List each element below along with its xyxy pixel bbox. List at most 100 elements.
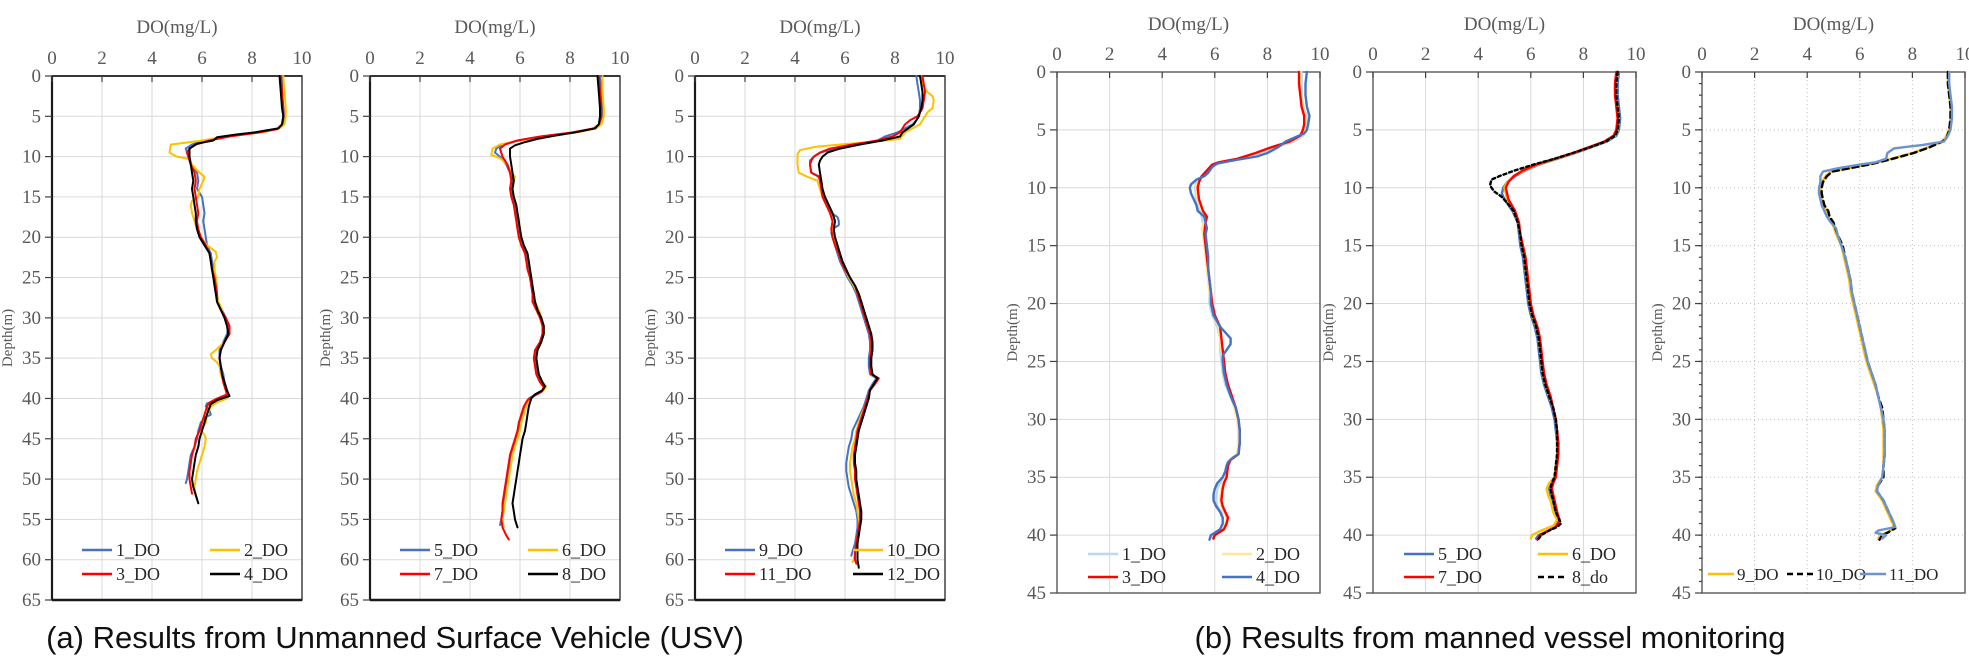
chart-vessel-profile-1: 0 2 4 6 8 10 0 5 10 15 20 25 30 35 40 45 DO(mg/L) Depth(m… — [1005, 14, 1330, 604]
chart-text: 4 — [147, 48, 157, 69]
series-line-5_DO — [494, 75, 604, 526]
legend-label-1_DO: 1_DO — [116, 540, 160, 560]
legend-label-1_DO: 1_DO — [1122, 544, 1166, 564]
tick-marks — [363, 75, 621, 601]
chart-text: 60 — [22, 550, 41, 571]
chart-text: 45 — [1027, 583, 1046, 604]
chart-text: 5 — [32, 106, 42, 127]
chart-text: 15 — [340, 187, 359, 208]
chart-text: 30 — [1672, 409, 1691, 430]
series-lines — [796, 75, 935, 569]
chart-text: 10 — [340, 147, 359, 168]
chart-text: 4 — [790, 48, 800, 69]
series-lines — [1488, 70, 1622, 541]
chart-text: 35 — [22, 348, 41, 369]
series-line-2_DO — [168, 75, 287, 501]
chart-text: 35 — [1672, 467, 1691, 488]
x-axis-title: DO(mg/L) — [779, 17, 860, 38]
tick-marks — [45, 75, 303, 601]
x-axis-title: DO(mg/L) — [1148, 14, 1229, 35]
legend-label-7_DO: 7_DO — [434, 564, 478, 584]
legend: 9_DO 10_DO 11_DO — [1708, 565, 1938, 584]
chart-text: 40 — [22, 388, 41, 409]
chart-text: 8 — [565, 48, 575, 69]
legend-label-11_DO: 11_DO — [1889, 565, 1938, 584]
legend-label-8_DO: 8_DO — [562, 564, 606, 584]
chart-text: 30 — [22, 308, 41, 329]
chart-text: 0 — [1368, 44, 1378, 65]
series-line-1_DO — [184, 75, 286, 485]
y-axis-title: Depth(m) — [0, 309, 16, 367]
series-lines — [1817, 70, 1954, 541]
chart-text: 45 — [1672, 583, 1691, 604]
chart-text: 8 — [1908, 44, 1918, 65]
legend-label-2_DO: 2_DO — [244, 540, 288, 560]
chart-text: 10 — [1027, 178, 1046, 199]
legend-label-4_DO: 4_DO — [1256, 567, 1300, 587]
chart-text: 60 — [340, 550, 359, 571]
series-line-4_DO — [1188, 70, 1311, 541]
series-line-11_DO — [1817, 70, 1954, 540]
chart-text: 0 — [365, 48, 375, 69]
chart-text: 40 — [1027, 525, 1046, 546]
chart-text: 4 — [1473, 44, 1483, 65]
legend: 5_DO 6_DO 7_DO 8_do — [1404, 544, 1616, 587]
chart-text: 6 — [840, 48, 850, 69]
axes — [1372, 71, 1637, 594]
chart-text: 25 — [665, 268, 684, 289]
chart-text: 65 — [22, 590, 41, 611]
y-axis-title: Depth(m) — [1650, 303, 1666, 361]
chart-text: 4 — [1157, 44, 1167, 65]
chart-text: 50 — [340, 469, 359, 490]
legend-label-8_do: 8_do — [1572, 567, 1608, 587]
chart-text: 45 — [340, 429, 359, 450]
chart-text: 55 — [665, 509, 684, 530]
y-axis-title: Depth(m) — [1005, 303, 1021, 361]
chart-usv-profile-1: 0 2 4 6 8 10 0 5 10 15 20 25 30 35 40 45 50 55 60 65 DO(mg/L… — [0, 17, 312, 611]
chart-text: 40 — [1672, 525, 1691, 546]
chart-text: 35 — [1027, 467, 1046, 488]
axes — [1056, 71, 1321, 594]
chart-text: 10 — [611, 48, 630, 69]
legend-label-9_DO: 9_DO — [759, 540, 803, 560]
chart-text: 15 — [1343, 236, 1362, 257]
chart-text: 20 — [22, 227, 41, 248]
chart-text: 5 — [350, 106, 360, 127]
chart-text: 8 — [890, 48, 900, 69]
chart-text: 10 — [1311, 44, 1330, 65]
legend-label-3_DO: 3_DO — [1122, 567, 1166, 587]
chart-text: 5 — [675, 106, 685, 127]
axes — [693, 75, 946, 602]
chart-text: 30 — [1343, 409, 1362, 430]
legend-label-10_DO: 10_DO — [887, 540, 940, 560]
y-axis-title: Depth(m) — [318, 309, 334, 367]
chart-text: 0 — [675, 66, 685, 87]
chart-text: 25 — [1672, 351, 1691, 372]
gridlines — [1702, 72, 1965, 593]
chart-text: 8 — [1579, 44, 1589, 65]
chart-text: 10 — [22, 147, 41, 168]
series-line-10_DO — [1820, 70, 1952, 541]
chart-vessel-profile-2: 0 2 4 6 8 10 0 5 10 15 20 25 30 35 40 45 DO(mg/L) Depth(m… — [1321, 14, 1646, 604]
chart-text: 45 — [1343, 583, 1362, 604]
chart-vessel-profile-3: 0 2 4 6 8 10 0 5 10 15 20 25 30 35 40 45 DO(mg/L) Depth(m… — [1650, 14, 1969, 604]
chart-text: 2 — [1750, 44, 1760, 65]
series-line-8_do — [1488, 70, 1621, 540]
chart-text: 0 — [690, 48, 700, 69]
chart-text: 0 — [32, 66, 42, 87]
legend-label-4_DO: 4_DO — [244, 564, 288, 584]
chart-text: 10 — [293, 48, 312, 69]
axes — [50, 75, 303, 602]
chart-text: 25 — [1027, 351, 1046, 372]
chart-text: 10 — [936, 48, 955, 69]
chart-text: 20 — [340, 227, 359, 248]
chart-text: 65 — [665, 590, 684, 611]
chart-text: 15 — [22, 187, 41, 208]
legend-label-10_DO: 10_DO — [1816, 565, 1866, 584]
legend-label-2_DO: 2_DO — [1256, 544, 1300, 564]
gridlines — [52, 76, 302, 600]
chart-text: 50 — [665, 469, 684, 490]
chart-text: 30 — [665, 308, 684, 329]
chart-text: 0 — [1682, 62, 1692, 83]
